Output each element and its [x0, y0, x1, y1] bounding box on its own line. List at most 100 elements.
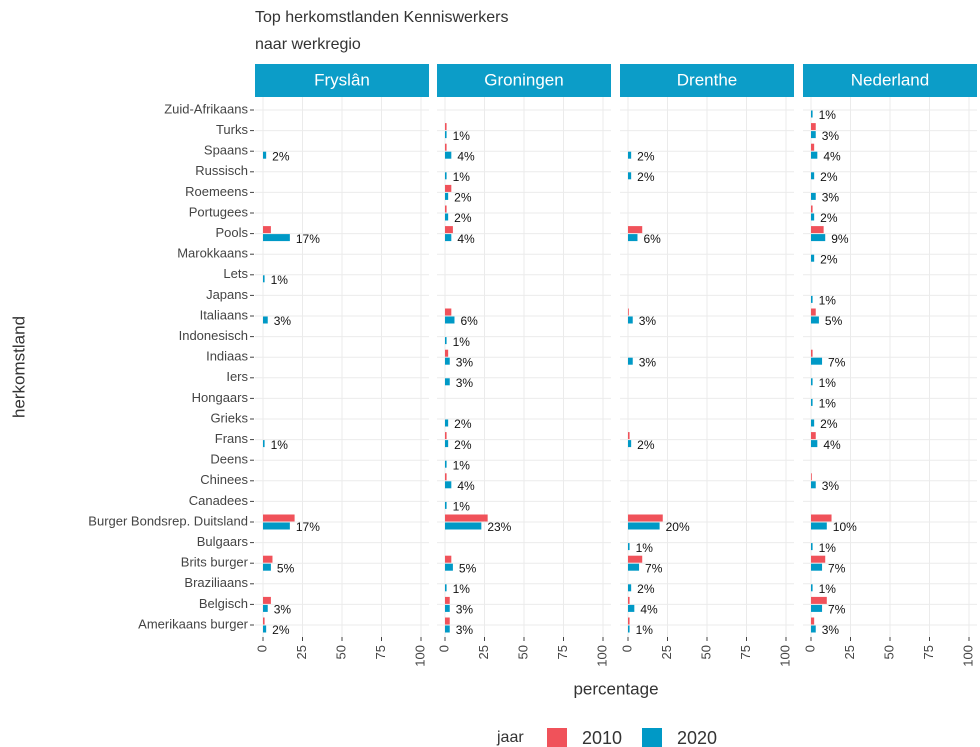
subtitle: naar werkregio	[255, 36, 361, 53]
bar	[445, 522, 482, 530]
bar	[811, 357, 823, 365]
bar	[445, 596, 450, 604]
x-tick-label: 0	[619, 645, 634, 652]
data-label: 2%	[454, 191, 472, 205]
bar	[628, 584, 632, 592]
data-label: 2%	[272, 623, 290, 637]
data-label: 3%	[822, 479, 840, 493]
x-tick-label: 25	[659, 645, 674, 659]
data-label: 7%	[828, 561, 846, 575]
data-label: 2%	[637, 170, 655, 184]
bar	[445, 440, 449, 448]
data-label: 3%	[456, 603, 474, 617]
bar	[445, 501, 447, 509]
bar	[811, 584, 813, 592]
data-label: 17%	[296, 520, 320, 534]
bar	[445, 604, 450, 612]
strip	[620, 64, 794, 97]
data-label: 1%	[819, 376, 837, 390]
bar	[445, 151, 452, 159]
bar	[811, 172, 815, 180]
bar	[263, 617, 265, 625]
bar	[811, 555, 826, 563]
bar	[628, 151, 632, 159]
x-tick-label: 100	[412, 645, 427, 667]
facet-title: Nederland	[851, 70, 929, 89]
data-label: 3%	[456, 623, 474, 637]
bar	[263, 522, 290, 530]
y-tick-label: Marokkaans	[177, 246, 248, 261]
data-label: 1%	[819, 108, 837, 122]
bar	[445, 514, 488, 522]
legend-title: jaar	[496, 729, 524, 746]
bar	[445, 226, 453, 234]
x-tick-label: 75	[373, 645, 388, 659]
y-tick-label: Grieks	[210, 410, 248, 425]
y-tick-label: Belgisch	[199, 596, 248, 611]
bar	[445, 337, 447, 345]
legend-label: 2010	[582, 728, 622, 747]
bar	[628, 234, 638, 242]
bar	[263, 596, 271, 604]
bar	[445, 473, 447, 481]
bar	[628, 625, 630, 633]
bar	[445, 555, 452, 563]
data-label: 1%	[271, 273, 289, 287]
y-tick-label: Italiaans	[200, 307, 249, 322]
bar	[263, 234, 290, 242]
bar	[811, 378, 813, 386]
bar	[811, 604, 823, 612]
y-tick-label: Deens	[210, 452, 248, 467]
y-tick-label: Russisch	[195, 163, 248, 178]
bar	[811, 440, 818, 448]
bar	[263, 563, 271, 571]
x-tick-label: 25	[476, 645, 491, 659]
bar	[445, 563, 453, 571]
data-label: 7%	[828, 355, 846, 369]
bar	[263, 625, 267, 633]
data-label: 10%	[833, 520, 857, 534]
y-tick-label: Iers	[226, 369, 248, 384]
bar	[628, 514, 663, 522]
data-label: 7%	[645, 561, 663, 575]
bar	[445, 584, 447, 592]
data-label: 20%	[666, 520, 690, 534]
bar	[811, 151, 818, 159]
y-tick-label: Braziliaans	[184, 575, 248, 590]
y-tick-label: Turks	[216, 122, 249, 137]
data-label: 17%	[296, 232, 320, 246]
y-tick-label: Indonesisch	[179, 328, 248, 343]
data-label: 3%	[274, 314, 292, 328]
x-tick-label: 75	[738, 645, 753, 659]
bar	[811, 131, 816, 139]
data-label: 1%	[453, 129, 471, 143]
bar	[811, 419, 815, 427]
bar	[263, 316, 268, 324]
data-label: 1%	[819, 294, 837, 308]
data-label: 2%	[820, 252, 838, 266]
bar	[445, 419, 449, 427]
strip	[437, 64, 611, 97]
legend-swatch	[642, 728, 662, 747]
data-label: 3%	[456, 376, 474, 390]
y-tick-label: Zuid-Afrikaans	[164, 101, 248, 116]
data-label: 5%	[825, 314, 843, 328]
bar	[811, 398, 813, 406]
bar	[445, 316, 455, 324]
data-label: 1%	[453, 335, 471, 349]
bar	[811, 522, 827, 530]
bar	[445, 184, 452, 192]
data-label: 1%	[271, 438, 289, 452]
bar	[628, 563, 640, 571]
bar	[628, 596, 630, 604]
bar	[811, 432, 816, 440]
data-label: 3%	[822, 623, 840, 637]
data-label: 2%	[272, 149, 290, 163]
bar	[445, 460, 447, 468]
data-label: 4%	[823, 149, 841, 163]
x-tick-label: 75	[555, 645, 570, 659]
data-label: 2%	[820, 417, 838, 431]
bar	[628, 226, 643, 234]
strip	[255, 64, 429, 97]
